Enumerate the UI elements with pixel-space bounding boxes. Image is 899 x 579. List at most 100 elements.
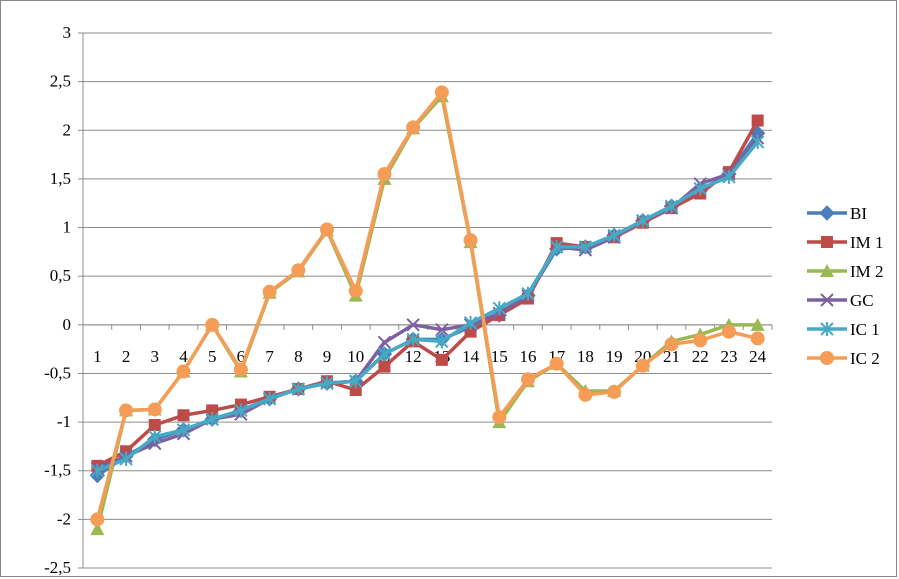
series-line: [96, 136, 760, 471]
series-im-1: [91, 114, 764, 472]
data-point: [821, 236, 833, 248]
data-point: [406, 318, 420, 332]
data-point: [148, 419, 161, 432]
x-tick-label: 5: [208, 347, 217, 366]
data-point: [147, 402, 162, 417]
legend-item-ic-2: IC 2: [807, 349, 880, 368]
x-tick-label: 10: [347, 347, 364, 366]
data-point: [90, 512, 105, 527]
data-point: [820, 293, 834, 307]
data-point: [521, 286, 535, 301]
data-point: [291, 263, 306, 278]
data-point: [578, 240, 593, 254]
data-point: [520, 372, 535, 387]
data-point: [206, 404, 219, 417]
data-point: [492, 410, 507, 425]
axes: 32,521,510,50-0,5-1-1,5-2-2,51 2 3 4 5 6 7 8 9 10…: [44, 23, 773, 577]
x-tick-label: 16: [519, 347, 536, 366]
y-tick-label: -2: [57, 509, 71, 528]
y-tick-label: 0,5: [50, 266, 71, 285]
legend-item-ic-1: IC 1: [807, 320, 880, 339]
x-tick-label: 24: [749, 347, 767, 366]
legend-label: GC: [850, 291, 874, 310]
data-point: [90, 463, 105, 478]
series-line: [96, 119, 760, 468]
legend-label: IC 1: [850, 320, 880, 339]
data-point: [176, 364, 191, 379]
data-point: [693, 181, 707, 196]
data-point: [320, 376, 334, 391]
data-point: [820, 264, 834, 277]
y-tick-label: -0,5: [44, 363, 71, 382]
data-point: [377, 347, 392, 361]
y-tick-label: -1,5: [44, 461, 71, 480]
data-point: [119, 452, 133, 467]
data-point: [406, 120, 421, 135]
legend-label: IM 1: [850, 233, 884, 252]
data-point: [320, 222, 335, 237]
data-point: [820, 351, 834, 365]
gridlines: [83, 32, 772, 569]
legend: BI IM 1 IM 2 GC IC 1 IC 2: [807, 204, 884, 368]
y-tick-label: 2,5: [50, 72, 71, 91]
data-point: [607, 228, 621, 243]
data-point: [722, 169, 736, 184]
x-tick-label: 9: [323, 347, 332, 366]
data-point: [750, 134, 765, 149]
series-im-2: [90, 89, 765, 536]
data-point: [90, 522, 105, 536]
x-tick-label: 4: [179, 347, 188, 366]
y-tick-label: 1: [63, 218, 72, 237]
data-point: [377, 335, 392, 350]
data-point: [820, 322, 834, 336]
data-point: [751, 114, 764, 127]
data-point: [492, 301, 506, 316]
x-tick-label: 3: [151, 347, 160, 366]
data-point: [148, 429, 162, 444]
series-ic-1: [90, 134, 765, 478]
data-point: [435, 334, 449, 349]
x-tick-label: 1: [93, 347, 102, 366]
data-point: [377, 167, 392, 182]
data-point: [434, 85, 449, 100]
data-point: [349, 374, 363, 389]
x-tick-label: 23: [720, 347, 737, 366]
data-point: [176, 422, 191, 437]
x-tick-label: 8: [294, 347, 303, 366]
data-point: [607, 384, 622, 399]
series-line: [95, 90, 759, 520]
x-tick-label: 2: [122, 347, 131, 366]
data-point: [578, 387, 593, 402]
x-tick-label: 21: [663, 347, 680, 366]
data-point: [205, 412, 219, 427]
y-tick-label: 3: [63, 23, 72, 42]
series-lines: [89, 85, 766, 536]
legend-label: BI: [850, 204, 867, 223]
legend-item-im-1: IM 1: [807, 233, 884, 252]
x-tick-label: 7: [265, 347, 274, 366]
legend-label: IC 2: [850, 349, 880, 368]
x-tick-label: 18: [577, 347, 594, 366]
y-tick-label: 2: [63, 120, 72, 139]
x-tick-label: 6: [237, 347, 246, 366]
x-tick-label: 15: [491, 347, 508, 366]
data-point: [435, 353, 448, 366]
y-tick-label: -2,5: [44, 558, 71, 577]
data-point: [205, 317, 220, 332]
y-tick-label: -1: [57, 412, 71, 431]
data-point: [463, 233, 478, 248]
series-line: [96, 140, 759, 473]
data-point: [291, 382, 306, 397]
legend-item-im-2: IM 2: [807, 262, 884, 281]
data-point: [819, 205, 835, 221]
data-point: [378, 360, 391, 373]
data-point: [234, 403, 248, 418]
legend-item-gc: GC: [807, 291, 874, 310]
x-tick-label: 19: [606, 347, 623, 366]
series-ic-2: [90, 85, 765, 527]
x-tick-label: 14: [462, 347, 480, 366]
data-point: [233, 362, 248, 377]
legend-label: IM 2: [850, 262, 884, 281]
